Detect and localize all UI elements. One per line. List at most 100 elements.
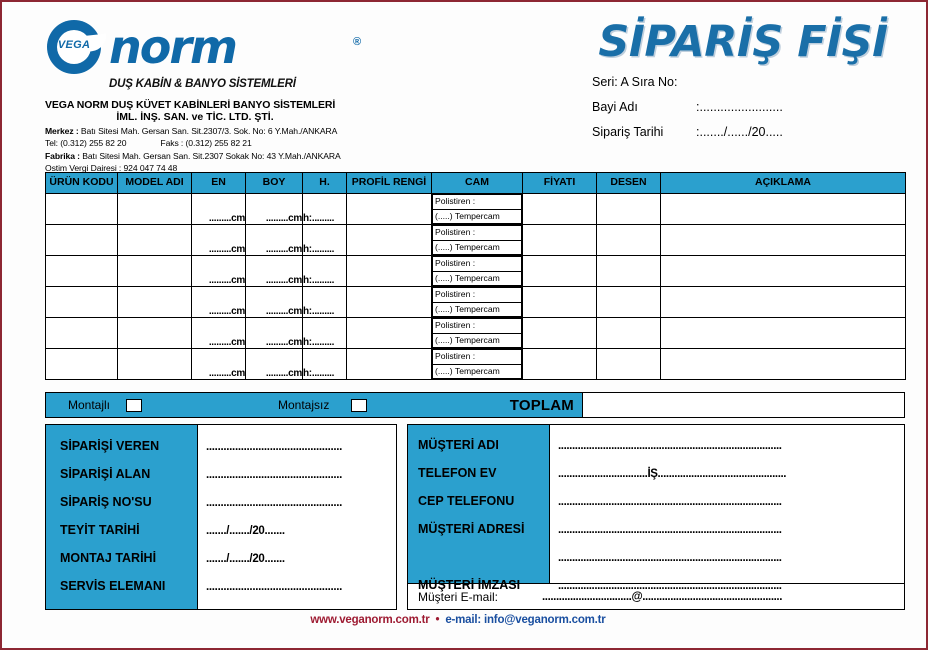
table-row: .........cm .........cm h:......... Polisti… xyxy=(45,223,906,256)
cell-cam: Polistiren : (.....) Tempercam xyxy=(431,285,523,318)
field-musteri-imzasi[interactable]: ........................................… xyxy=(558,580,782,592)
cell-aciklama[interactable] xyxy=(660,285,906,318)
cam-polistiren-field[interactable]: Polistiren : xyxy=(432,224,522,240)
field-teyit-tarihi[interactable]: ......./......./20....... xyxy=(206,525,285,537)
cell-fiyati[interactable] xyxy=(522,192,597,225)
field-musteri-adi[interactable]: ........................................… xyxy=(558,440,782,452)
cell-en[interactable]: .........cm xyxy=(191,347,246,380)
cell-boy[interactable]: .........cm xyxy=(245,192,303,225)
cell-fiyati[interactable] xyxy=(522,223,597,256)
cell-h[interactable]: h:......... xyxy=(302,285,347,318)
col-header-cam: CAM xyxy=(431,172,523,194)
cell-en[interactable]: .........cm xyxy=(191,192,246,225)
cell-model-adi[interactable] xyxy=(117,223,192,256)
col-header-aciklama: AÇIKLAMA xyxy=(660,172,906,194)
cell-model-adi[interactable] xyxy=(117,347,192,380)
cell-desen[interactable] xyxy=(596,223,661,256)
cell-h[interactable]: h:......... xyxy=(302,316,347,349)
cell-profil-rengi[interactable] xyxy=(346,285,432,318)
cam-tempercam-field[interactable]: (.....) Tempercam xyxy=(432,332,522,348)
field-musteri-adresi[interactable]: ........................................… xyxy=(558,524,782,536)
cell-model-adi[interactable] xyxy=(117,285,192,318)
cam-polistiren-field[interactable]: Polistiren : xyxy=(432,317,522,333)
cell-aciklama[interactable] xyxy=(660,254,906,287)
cell-desen[interactable] xyxy=(596,254,661,287)
cam-tempercam-field[interactable]: (.....) Tempercam xyxy=(432,239,522,255)
footer-separator-icon: • xyxy=(435,614,440,626)
field-bayi-adi-label: Bayi Adı xyxy=(592,100,638,114)
label-telefon-ev: TELEFON EV xyxy=(418,466,497,480)
cell-desen[interactable] xyxy=(596,192,661,225)
field-cep-telefonu[interactable]: ........................................… xyxy=(558,496,782,508)
toplam-value-field[interactable] xyxy=(583,393,904,417)
cell-boy[interactable]: .........cm xyxy=(245,316,303,349)
footer-website-link[interactable]: www.veganorm.com.tr xyxy=(310,614,430,626)
cell-boy[interactable]: .........cm xyxy=(245,347,303,380)
cell-urun-kodu[interactable] xyxy=(45,347,118,380)
field-bayi-adi-value[interactable]: :........................ xyxy=(696,100,783,114)
cell-fiyati[interactable] xyxy=(522,316,597,349)
cell-aciklama[interactable] xyxy=(660,192,906,225)
cell-urun-kodu[interactable] xyxy=(45,254,118,287)
field-siparisi-alan[interactable]: ........................................… xyxy=(206,469,343,481)
cam-tempercam-field[interactable]: (.....) Tempercam xyxy=(432,363,522,379)
cam-polistiren-field[interactable]: Polistiren : xyxy=(432,193,522,209)
cell-profil-rengi[interactable] xyxy=(346,347,432,380)
cell-urun-kodu[interactable] xyxy=(45,223,118,256)
label-siparisi-alan: SİPARİŞİ ALAN xyxy=(60,467,151,481)
cell-en[interactable]: .........cm xyxy=(191,316,246,349)
cell-desen[interactable] xyxy=(596,316,661,349)
cell-profil-rengi[interactable] xyxy=(346,192,432,225)
form-header: VEGA norm ® DUŞ KABİN & BANYO SİSTEMLERİ… xyxy=(2,2,926,173)
cam-polistiren-field[interactable]: Polistiren : xyxy=(432,348,522,364)
footer-email-link[interactable]: e-mail: info@veganorm.com.tr xyxy=(445,614,606,626)
customer-details-fields: ........................................… xyxy=(550,425,904,592)
cell-urun-kodu[interactable] xyxy=(45,285,118,318)
cell-profil-rengi[interactable] xyxy=(346,223,432,256)
assembly-options: Montajlı Montajsız TOPLAM xyxy=(46,393,583,417)
cell-fiyati[interactable] xyxy=(522,254,597,287)
montajsiz-checkbox[interactable] xyxy=(351,398,367,412)
cell-model-adi[interactable] xyxy=(117,192,192,225)
cell-urun-kodu[interactable] xyxy=(45,192,118,225)
cell-boy[interactable]: .........cm xyxy=(245,223,303,256)
cell-cam: Polistiren : (.....) Tempercam xyxy=(431,254,523,287)
cell-boy[interactable]: .........cm xyxy=(245,254,303,287)
field-montaj-tarihi[interactable]: ......./......./20....... xyxy=(206,553,285,565)
cell-profil-rengi[interactable] xyxy=(346,254,432,287)
address-merkez-label: Merkez : xyxy=(45,125,79,136)
cell-aciklama[interactable] xyxy=(660,347,906,380)
cell-fiyati[interactable] xyxy=(522,285,597,318)
field-siparis-tarihi-value[interactable]: :......./....../20..... xyxy=(696,125,783,139)
field-musteri-adresi-continued[interactable]: ........................................… xyxy=(558,552,782,564)
cell-model-adi[interactable] xyxy=(117,254,192,287)
cell-urun-kodu[interactable] xyxy=(45,316,118,349)
cam-polistiren-field[interactable]: Polistiren : xyxy=(432,255,522,271)
field-telefon-ev[interactable]: ................................İŞ......… xyxy=(558,468,787,480)
cell-aciklama[interactable] xyxy=(660,316,906,349)
field-siparis-nosu[interactable]: ........................................… xyxy=(206,497,343,509)
label-servis-elemani: SERVİS ELEMANI xyxy=(60,579,166,593)
cell-aciklama[interactable] xyxy=(660,223,906,256)
cell-h[interactable]: h:......... xyxy=(302,192,347,225)
cell-desen[interactable] xyxy=(596,347,661,380)
cell-en[interactable]: .........cm xyxy=(191,223,246,256)
cam-tempercam-field[interactable]: (.....) Tempercam xyxy=(432,301,522,317)
field-musteri-email[interactable]: ................................@.......… xyxy=(542,590,783,603)
cell-h[interactable]: h:......... xyxy=(302,254,347,287)
cell-boy[interactable]: .........cm xyxy=(245,285,303,318)
field-servis-elemani[interactable]: ........................................… xyxy=(206,581,343,593)
montajli-checkbox[interactable] xyxy=(126,398,142,412)
cell-en[interactable]: .........cm xyxy=(191,254,246,287)
cam-polistiren-field[interactable]: Polistiren : xyxy=(432,286,522,302)
cell-h[interactable]: h:......... xyxy=(302,347,347,380)
cell-profil-rengi[interactable] xyxy=(346,316,432,349)
cam-tempercam-field[interactable]: (.....) Tempercam xyxy=(432,270,522,286)
cell-model-adi[interactable] xyxy=(117,316,192,349)
cell-h[interactable]: h:......... xyxy=(302,223,347,256)
cell-desen[interactable] xyxy=(596,285,661,318)
cell-fiyati[interactable] xyxy=(522,347,597,380)
field-siparisi-veren[interactable]: ........................................… xyxy=(206,441,343,453)
cam-tempercam-field[interactable]: (.....) Tempercam xyxy=(432,208,522,224)
cell-en[interactable]: .........cm xyxy=(191,285,246,318)
